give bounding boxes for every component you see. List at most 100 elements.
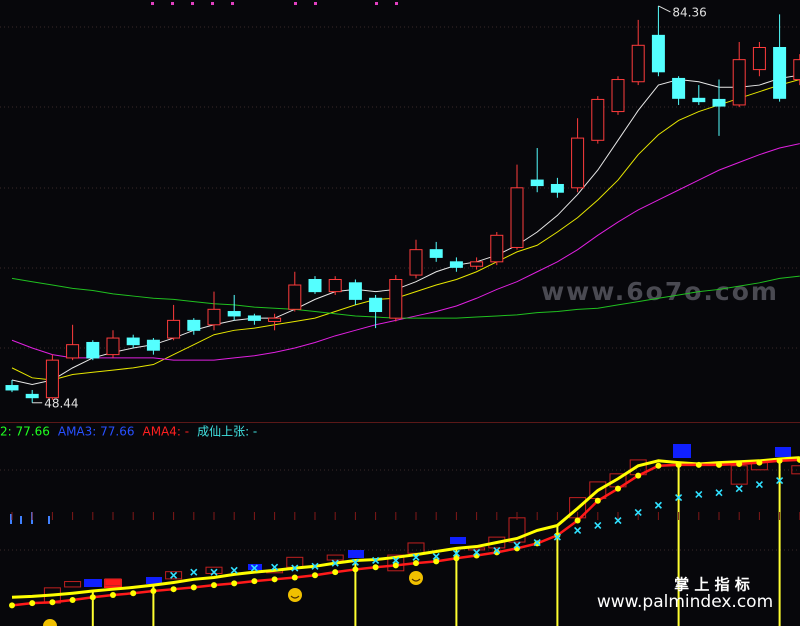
dot-marker (170, 586, 177, 593)
cross-marker (271, 563, 279, 571)
candle-body (25, 393, 39, 399)
indicator-box (205, 566, 223, 574)
candle-body (429, 249, 443, 258)
indicator-pane (9, 444, 800, 626)
candle-body (732, 59, 746, 106)
cross-marker (331, 559, 339, 567)
series-line (11, 458, 800, 607)
dot-marker (352, 566, 359, 573)
candle-body (510, 187, 524, 248)
low-label: 48.44 (44, 396, 78, 410)
candle-body (712, 98, 726, 107)
dot-marker (29, 600, 36, 607)
candle-body (470, 261, 484, 267)
dot-marker (574, 517, 581, 524)
dot-marker (433, 558, 440, 565)
smileys (43, 571, 423, 626)
candle-body (86, 341, 100, 359)
candle-body (571, 137, 585, 189)
candle-body (692, 97, 706, 103)
candle-body (5, 385, 19, 391)
candle-body (167, 319, 181, 339)
dot-marker (716, 461, 722, 468)
watermark-cn: 掌 上 指 标 (674, 576, 750, 594)
cross-marker (574, 526, 582, 534)
cross-marker (351, 558, 359, 566)
candle-body (207, 308, 221, 326)
dot-marker (49, 599, 56, 606)
indicator-box (104, 578, 122, 587)
candle-body (126, 337, 140, 346)
annotation-arrow (658, 5, 671, 13)
cross-marker (533, 538, 541, 547)
cross-marker (372, 556, 380, 565)
cross-marker (553, 533, 561, 541)
cross-marker (715, 489, 723, 497)
dot-marker (594, 497, 601, 504)
dot-marker (89, 594, 96, 601)
candle-body (631, 44, 645, 83)
cross-marker (250, 564, 258, 572)
cross-marker (735, 485, 743, 493)
candle-body (773, 47, 787, 99)
cross-marker (755, 481, 763, 489)
dot-marker (372, 564, 379, 571)
dot-marker (615, 485, 621, 492)
candle-body (409, 249, 423, 276)
cross-marker (190, 568, 198, 576)
candle-body (348, 282, 362, 300)
price-pane: www.6o7o.com 84.36 48.44 (5, 5, 800, 410)
candle-body (550, 183, 564, 193)
candle-body (328, 278, 342, 293)
candle-body (449, 261, 463, 268)
top-markers (151, 2, 398, 5)
cross-marker (210, 568, 218, 576)
indicator-box (64, 581, 82, 588)
grid (0, 26, 800, 551)
candle-body (530, 179, 544, 187)
dot-marker (130, 590, 137, 597)
dot-marker (675, 461, 682, 468)
candle-body (752, 47, 766, 71)
dot-marker (493, 549, 500, 556)
signal-block-red (104, 579, 122, 588)
cross-marker (614, 516, 622, 525)
indicator-box (387, 554, 405, 572)
cross-marker (230, 566, 238, 574)
dot-marker (635, 472, 642, 479)
cross-marker (473, 548, 481, 556)
cross-marker (776, 476, 784, 485)
candle-body (308, 278, 322, 293)
legend-item: AMA3: 77.66 (58, 425, 135, 439)
dot-marker (332, 569, 339, 576)
dot-marker (251, 578, 258, 585)
candle-body (490, 234, 504, 263)
cross-marker (452, 549, 460, 557)
dot-marker (231, 580, 238, 587)
candle-body (227, 311, 241, 317)
candle-body (247, 315, 261, 321)
dot-marker (150, 587, 157, 594)
series-line (11, 275, 800, 319)
dot-marker (554, 532, 561, 539)
legend-item: 成仙上张: - (197, 425, 257, 439)
indicator-box (488, 536, 506, 549)
dot-marker (190, 584, 197, 591)
cross-marker (634, 508, 642, 516)
series-line (11, 79, 800, 381)
dot-marker (211, 582, 217, 589)
dot-marker (392, 562, 399, 569)
candle-body (389, 278, 403, 319)
cross-marker (695, 490, 703, 499)
indicator-box (326, 554, 344, 561)
cross-marker (654, 501, 662, 509)
candle-body (66, 344, 80, 359)
cross-marker (594, 521, 602, 530)
candle-body (651, 34, 665, 73)
watermark-url: www.palmindex.com (597, 592, 773, 612)
candle-body (793, 59, 800, 81)
series-line (11, 74, 800, 385)
cross-marker (291, 564, 299, 572)
